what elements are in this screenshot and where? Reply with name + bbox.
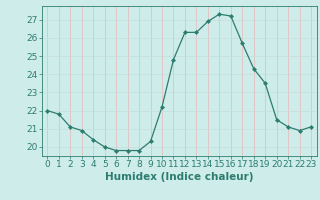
X-axis label: Humidex (Indice chaleur): Humidex (Indice chaleur) xyxy=(105,172,253,182)
